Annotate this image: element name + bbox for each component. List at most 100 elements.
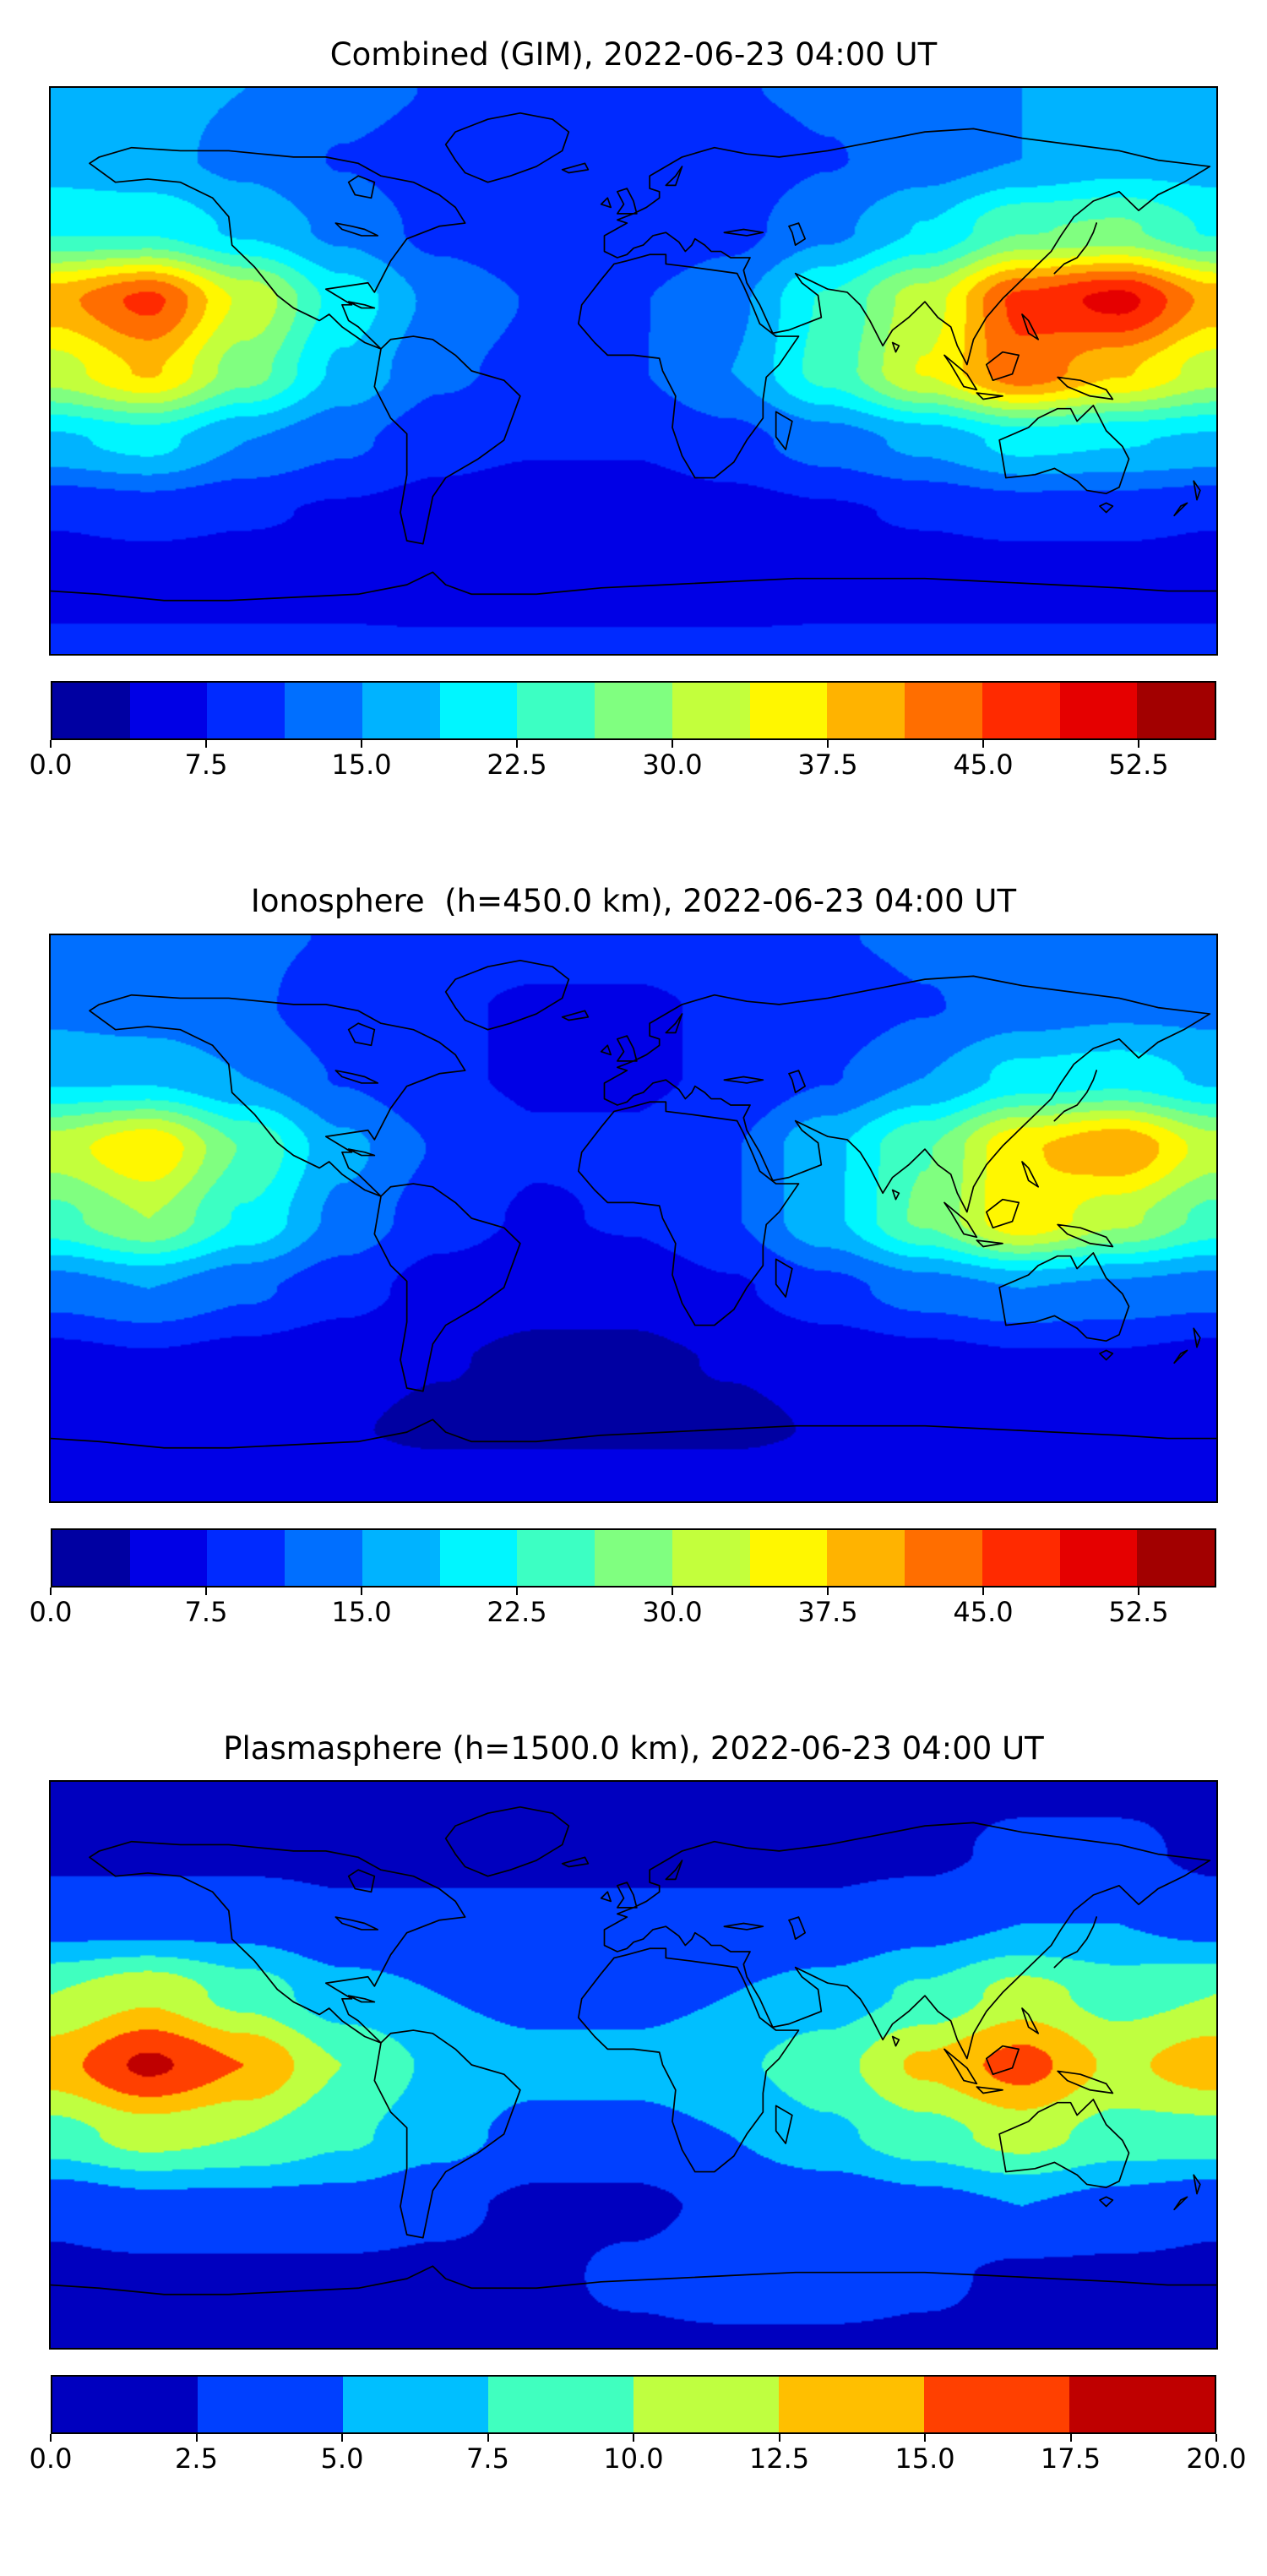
colorbar-tick — [516, 1587, 518, 1595]
colorbar-tick-label: 17.5 — [1040, 2442, 1101, 2475]
colorbar-tick-label: 37.5 — [797, 749, 858, 782]
colorbar-segment — [749, 683, 828, 739]
colorbar: 0.0 7.5 15.0 22.5 30.0 37.5 45.0 52.5 — [30, 1528, 1216, 1631]
colorbar-tick — [361, 1587, 362, 1595]
panel-title: Plasmasphere (h=1500.0 km), 2022-06-23 0… — [223, 1729, 1044, 1767]
colorbar-segment — [595, 683, 672, 739]
coastlines-overlay — [51, 88, 1216, 654]
colorbar-segment — [905, 1529, 982, 1586]
colorbar-tick — [50, 740, 52, 749]
colorbar-segment — [1059, 683, 1138, 739]
colorbar-tick — [982, 740, 984, 749]
colorbar-segment — [52, 1529, 130, 1586]
colorbar-segment — [285, 1529, 362, 1586]
colorbar-tick — [1138, 1587, 1139, 1595]
coastlines-path — [51, 960, 1216, 1447]
colorbar-ticks: 0.0 2.5 5.0 7.5 10.0 12.5 15.0 17.5 20.0 — [30, 2433, 1247, 2478]
coastlines-path — [51, 113, 1216, 601]
colorbar-segment — [439, 683, 518, 739]
colorbar-tick — [516, 740, 518, 749]
colorbar-tick — [195, 2433, 198, 2442]
colorbar: 0.0 7.5 15.0 22.5 30.0 37.5 45.0 52.5 — [30, 681, 1216, 784]
map-panel-plasmasphere: Plasmasphere (h=1500.0 km), 2022-06-23 0… — [30, 1729, 1247, 2478]
colorbar-tick — [1138, 740, 1139, 749]
colorbar-ticks: 0.0 7.5 15.0 22.5 30.0 37.5 45.0 52.5 — [30, 1587, 1216, 1631]
coastlines-overlay — [51, 935, 1216, 1501]
colorbar-tick-label: 15.0 — [895, 2442, 955, 2475]
colorbar-segment — [488, 2376, 634, 2432]
colorbar-tick — [341, 2433, 343, 2442]
colorbar-tick — [50, 2433, 52, 2442]
colorbar-gradient — [51, 2374, 1216, 2434]
colorbar-tick-label: 30.0 — [642, 1595, 703, 1628]
colorbar-segment — [517, 1529, 595, 1586]
colorbar-tick-label: 0.0 — [29, 1595, 73, 1628]
colorbar-segment — [198, 2376, 343, 2432]
colorbar-segment — [52, 2376, 198, 2432]
colorbar-segment — [129, 683, 208, 739]
colorbar-gradient — [51, 1528, 1216, 1588]
colorbar-segment — [129, 1529, 208, 1586]
colorbar-segment — [362, 1529, 440, 1586]
colorbar-tick — [1215, 2433, 1217, 2442]
panel-title: Combined (GIM), 2022-06-23 04:00 UT — [329, 36, 938, 73]
colorbar-tick-label: 12.5 — [748, 2442, 810, 2475]
colorbar-tick-label: 37.5 — [797, 1595, 858, 1628]
colorbar-tick — [205, 1587, 207, 1595]
colorbar-segment — [924, 2376, 1069, 2432]
colorbar-tick — [778, 2433, 780, 2442]
colorbar-segment — [672, 683, 750, 739]
colorbar-segment — [905, 683, 982, 739]
colorbar-tick-label: 7.5 — [466, 2442, 509, 2475]
world-map — [49, 933, 1218, 1503]
world-map — [49, 1779, 1218, 2350]
panel-title: Ionosphere (h=450.0 km), 2022-06-23 04:0… — [250, 883, 1017, 920]
colorbar-segment — [1059, 1529, 1138, 1586]
colorbar-segment — [779, 2376, 924, 2432]
colorbar-tick — [827, 1587, 829, 1595]
colorbar-segment — [207, 683, 285, 739]
colorbar-tick — [1069, 2433, 1072, 2442]
colorbar-tick-label: 5.0 — [320, 2442, 364, 2475]
colorbar-segment — [982, 683, 1060, 739]
colorbar-tick — [827, 740, 829, 749]
coastlines-path — [51, 1807, 1216, 2295]
colorbar-segment — [634, 2376, 779, 2432]
colorbar-tick-label: 45.0 — [953, 1595, 1014, 1628]
tec-contour-canvas — [51, 88, 1216, 655]
colorbar-tick-label: 22.5 — [487, 1595, 547, 1628]
map-panel-ionosphere: Ionosphere (h=450.0 km), 2022-06-23 04:0… — [30, 882, 1218, 1631]
colorbar-tick-label: 45.0 — [953, 749, 1014, 782]
colorbar-ticks: 0.0 7.5 15.0 22.5 30.0 37.5 45.0 52.5 — [30, 740, 1216, 784]
colorbar-tick-label: 22.5 — [487, 749, 547, 782]
colorbar-segment — [362, 683, 440, 739]
colorbar-segment — [672, 1529, 750, 1586]
colorbar-tick-label: 10.0 — [603, 2442, 664, 2475]
world-map — [49, 86, 1218, 656]
colorbar-segment — [285, 683, 362, 739]
colorbar-segment — [595, 1529, 672, 1586]
colorbar-tick-label: 20.0 — [1186, 2442, 1247, 2475]
colorbar-segment — [517, 683, 595, 739]
colorbar-tick — [487, 2433, 489, 2442]
colorbar-segment — [207, 1529, 285, 1586]
colorbar-tick-label: 52.5 — [1108, 1595, 1169, 1628]
colorbar-tick-label: 0.0 — [29, 2442, 73, 2475]
colorbar-segment — [1069, 2376, 1215, 2432]
colorbar-tick-label: 15.0 — [331, 1595, 392, 1628]
colorbar: 0.0 2.5 5.0 7.5 10.0 12.5 15.0 17.5 20.0 — [30, 2374, 1247, 2478]
colorbar-tick-label: 7.5 — [184, 749, 228, 782]
colorbar-tick — [672, 1587, 673, 1595]
tec-contour-canvas — [51, 1781, 1216, 2348]
tec-contour-canvas — [51, 934, 1216, 1501]
colorbar-segment — [1137, 1529, 1215, 1586]
colorbar-segment — [52, 683, 130, 739]
colorbar-tick-label: 7.5 — [184, 1595, 228, 1628]
map-panel-combined: Combined (GIM), 2022-06-23 04:00 UT 0.0 7… — [30, 35, 1218, 784]
colorbar-segment — [439, 1529, 518, 1586]
colorbar-tick — [205, 740, 207, 749]
colorbar-tick — [633, 2433, 634, 2442]
colorbar-tick — [50, 1587, 52, 1595]
coastlines-overlay — [51, 1782, 1216, 2348]
colorbar-tick-label: 30.0 — [642, 749, 703, 782]
